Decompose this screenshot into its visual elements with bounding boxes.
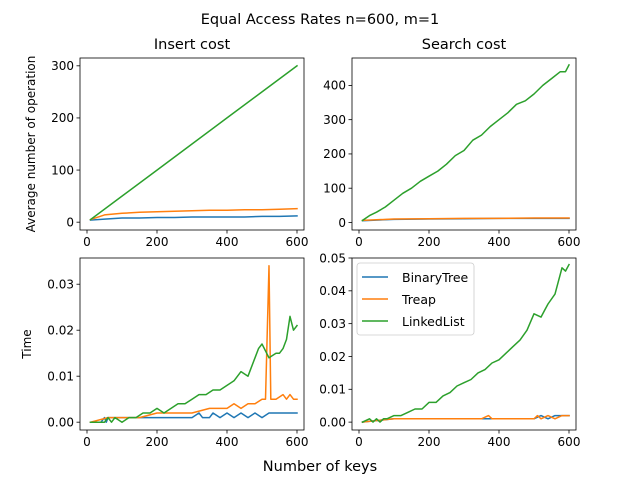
axes-frame xyxy=(79,57,305,231)
tick-group: 0 200 400 600 0 100 200 300 xyxy=(51,59,308,249)
subplot-search-cost: Search cost 0 200 400 600 0 100 200 300 400 xyxy=(323,37,580,249)
x-tick-label: 400 xyxy=(216,235,239,249)
tick-group: 0 200 400 600 0 100 200 300 400 xyxy=(323,79,580,249)
axes-frame xyxy=(79,257,305,431)
legend-frame xyxy=(356,262,475,336)
y-tick-label: 0.01 xyxy=(319,383,346,397)
y-tick-label: 0.01 xyxy=(47,369,74,383)
y-tick-label: 0.00 xyxy=(319,415,346,429)
x-tick-label: 0 xyxy=(83,235,91,249)
legend: BinaryTree Treap LinkedList xyxy=(356,262,475,336)
subplot-search-time: 0 200 400 600 0.00 0.01 0.02 0.03 0.04 0.05 Binar… xyxy=(319,251,580,449)
legend-label-binarytree: BinaryTree xyxy=(402,270,469,285)
x-tick-label: 400 xyxy=(216,435,239,449)
x-tick-label: 600 xyxy=(286,235,309,249)
series-line-treap xyxy=(89,265,298,424)
x-tick-label: 600 xyxy=(558,435,581,449)
y-tick-label: 100 xyxy=(323,181,346,195)
y-tick-label: 400 xyxy=(323,79,346,93)
y-tick-label: 0.00 xyxy=(47,415,74,429)
y-tick-label: 100 xyxy=(51,163,74,177)
subplot-insert-cost: Insert cost Average number of operation … xyxy=(24,37,308,249)
x-tick-label: 600 xyxy=(286,435,309,449)
x-tick-label: 200 xyxy=(146,435,169,449)
y-axis-label: Average number of operation xyxy=(24,56,38,233)
x-tick-label: 0 xyxy=(83,435,91,449)
y-tick-label: 0.03 xyxy=(47,278,74,292)
series-group xyxy=(89,265,299,424)
x-tick-label: 0 xyxy=(355,435,363,449)
x-tick-label: 400 xyxy=(488,235,511,249)
axes-frame xyxy=(351,257,577,431)
series-line-treap xyxy=(89,207,298,221)
x-tick-label: 600 xyxy=(558,235,581,249)
figure-title: Equal Access Rates n=600, m=1 xyxy=(201,12,439,28)
subplot-title: Insert cost xyxy=(154,37,231,53)
y-tick-label: 0.04 xyxy=(319,284,346,298)
tick-group: 0 200 400 600 0.00 0.01 0.02 0.03 0.04 0.05 xyxy=(319,251,580,449)
legend-label-linkedlist: LinkedList xyxy=(402,314,465,329)
y-tick-label: 0.05 xyxy=(319,251,346,265)
x-tick-label: 0 xyxy=(355,235,363,249)
series-group xyxy=(361,63,571,222)
y-tick-label: 300 xyxy=(51,59,74,73)
y-tick-label: 200 xyxy=(323,147,346,161)
series-line-linkedlist xyxy=(89,315,299,423)
axes-frame xyxy=(351,57,577,231)
figure-xlabel: Number of keys xyxy=(263,459,377,475)
y-tick-label: 0.02 xyxy=(319,350,346,364)
series-group xyxy=(89,64,299,221)
x-tick-label: 200 xyxy=(418,435,441,449)
y-tick-label: 300 xyxy=(323,113,346,127)
y-tick-label: 0 xyxy=(66,215,74,229)
y-axis-label: Time xyxy=(20,329,34,359)
y-tick-label: 200 xyxy=(51,111,74,125)
subplot-insert-time: Time 0 200 400 600 0.00 0.01 0.02 0.03 xyxy=(20,257,308,449)
x-tick-label: 400 xyxy=(488,435,511,449)
series-line-binarytree xyxy=(89,215,298,221)
legend-label-treap: Treap xyxy=(401,292,436,307)
series-line-linkedlist xyxy=(361,263,571,424)
x-tick-label: 200 xyxy=(418,235,441,249)
y-tick-label: 0.02 xyxy=(47,324,74,338)
tick-group: 0 200 400 600 0.00 0.01 0.02 0.03 xyxy=(47,278,308,449)
series-line-treap xyxy=(361,217,570,222)
series-group xyxy=(361,263,571,424)
y-tick-label: 0 xyxy=(338,216,346,230)
y-tick-label: 0.03 xyxy=(319,317,346,331)
series-line-linkedlist xyxy=(361,63,571,222)
subplot-title: Search cost xyxy=(422,37,507,53)
series-line-treap xyxy=(361,414,570,423)
series-line-linkedlist xyxy=(89,64,299,221)
x-tick-label: 200 xyxy=(146,235,169,249)
